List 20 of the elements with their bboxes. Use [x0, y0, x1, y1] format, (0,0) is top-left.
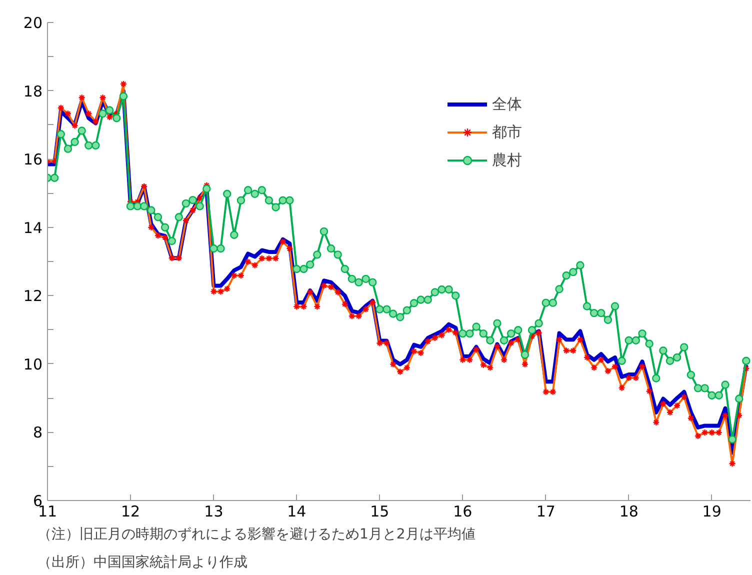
- x-tick-label: 18: [619, 502, 638, 520]
- y-tick-label: 18: [23, 82, 43, 100]
- y-tick-label: 14: [23, 218, 43, 237]
- legend-label: 全体: [492, 94, 522, 114]
- x-tick-label: 19: [702, 502, 722, 520]
- y-tick-label: 10: [23, 355, 43, 374]
- x-tick-label: 14: [287, 502, 306, 520]
- x-tick-label: 15: [370, 502, 390, 520]
- y-tick-label: 16: [23, 150, 43, 169]
- y-tick-label: 12: [23, 287, 43, 306]
- x-tick-label: 17: [536, 502, 556, 520]
- x-tick-label: 16: [453, 502, 472, 520]
- y-tick-label: 8: [32, 424, 43, 442]
- text: （注）旧正月の時期のずれによる影響を避けるため1月と2月は平均値: [38, 526, 476, 542]
- legend-label: 農村: [492, 150, 522, 170]
- x-tick-label: 13: [204, 502, 224, 520]
- text: （出所）中国国家統計局より作成: [38, 554, 248, 570]
- legend-label: 都市: [492, 122, 522, 142]
- x-tick-label: 12: [120, 502, 140, 520]
- y-tick-label: 20: [23, 14, 43, 32]
